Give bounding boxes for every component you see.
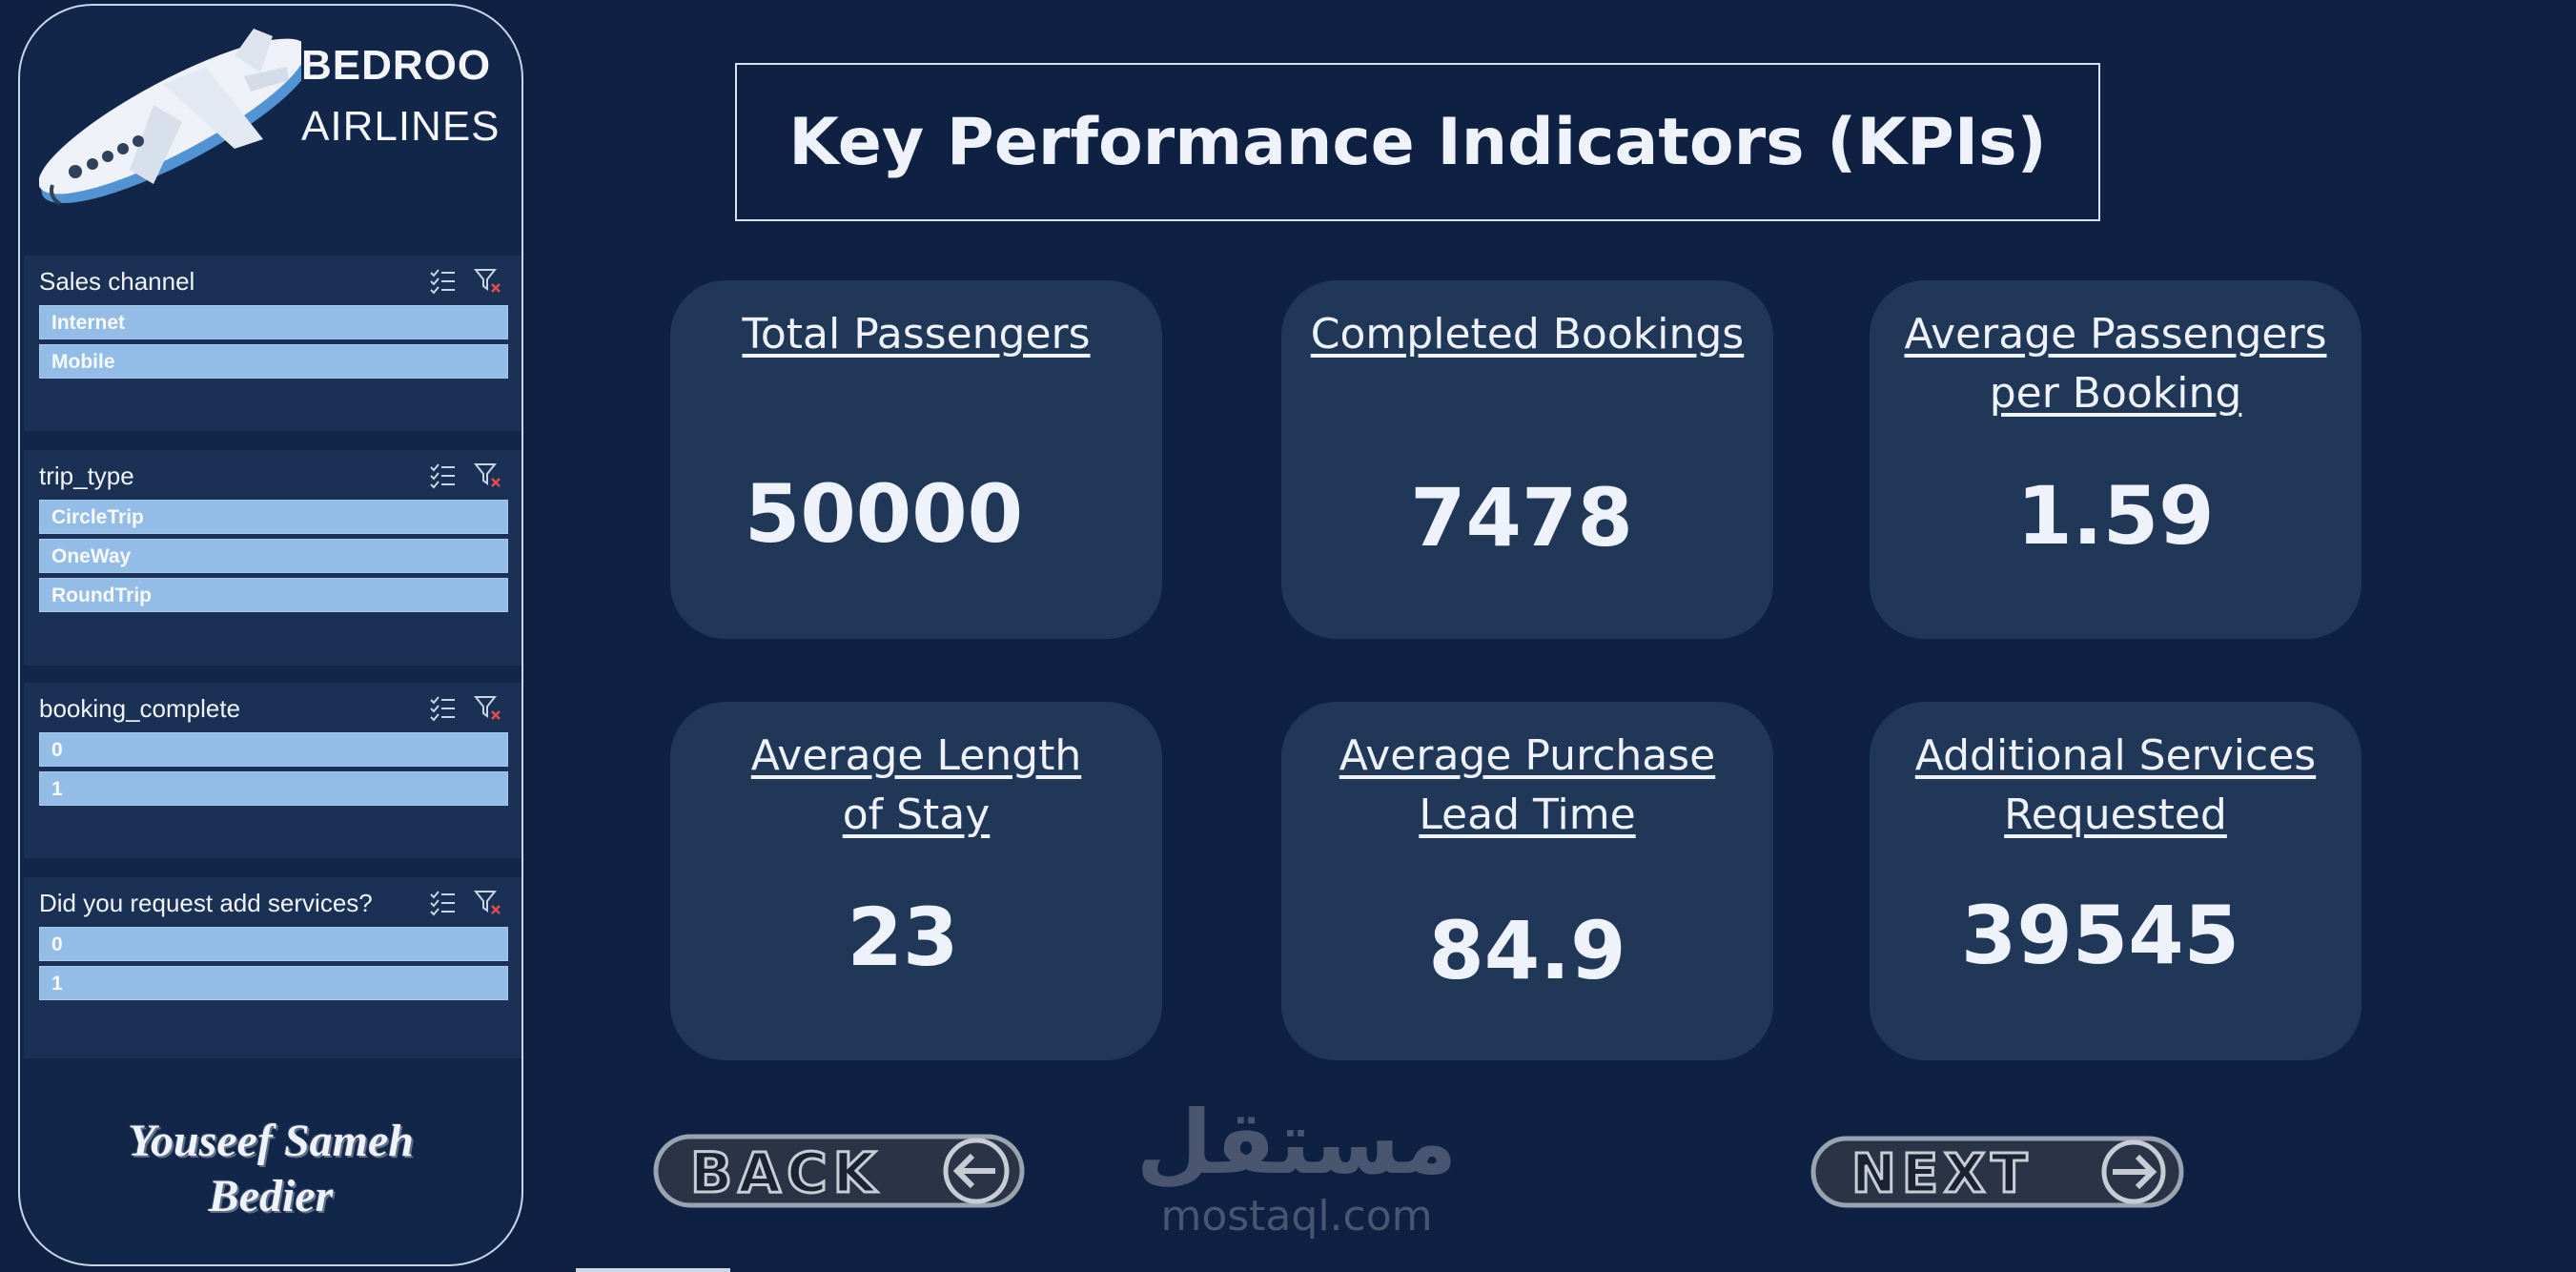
kpi-card-avg-passengers-per-booking: Average Passengers per Booking 1.59 (1870, 280, 2361, 639)
kpi-card-total-passengers: Total Passengers 50000 (670, 280, 1162, 639)
mostaql-watermark: مستقل mostaql.com (1125, 1092, 1468, 1247)
kpi-label: Average Purchase Lead Time (1281, 727, 1773, 845)
slicer-add-services: Did you request add services? 0 1 (24, 877, 521, 1058)
brand-line-1: BEDROO (301, 42, 492, 89)
kpi-label-line-1: Completed Bookings (1310, 310, 1745, 359)
back-button-label: BACK (690, 1140, 882, 1205)
watermark-url: mostaql.com (1160, 1192, 1433, 1241)
multi-select-icon[interactable] (428, 694, 457, 723)
sidebar: BEDROO AIRLINES Sales channel Internet M… (18, 4, 523, 1266)
kpi-label-line-1: Total Passengers (742, 310, 1091, 359)
airplane-icon (39, 29, 301, 206)
kpi-value: 7478 (1410, 471, 1633, 564)
kpi-label: Average Passengers per Booking (1870, 305, 2361, 423)
slicer-title: Sales channel (39, 267, 195, 296)
kpi-label: Additional Services Requested (1870, 727, 2361, 845)
slicer-item-internet[interactable]: Internet (39, 305, 508, 339)
sheet-scrollbar-indicator[interactable] (576, 1268, 730, 1272)
brand-line-2: AIRLINES (301, 103, 501, 150)
clear-filter-icon[interactable] (474, 267, 502, 296)
kpi-label-line-2: of Stay (842, 790, 991, 839)
kpi-value: 23 (847, 891, 959, 984)
kpi-label-line-1: Additional Services (1914, 731, 2317, 780)
kpi-label: Average Length of Stay (670, 727, 1162, 845)
slicer-item-1[interactable]: 1 (39, 771, 508, 806)
slicer-sales-channel: Sales channel Internet Mobile (24, 256, 521, 431)
kpi-value: 1.59 (2016, 469, 2215, 563)
slicer-item-0[interactable]: 0 (39, 732, 508, 767)
clear-filter-icon[interactable] (474, 462, 502, 490)
kpi-label-line-1: Average Length (750, 731, 1082, 780)
multi-select-icon[interactable] (428, 462, 457, 490)
multi-select-icon[interactable] (428, 267, 457, 296)
kpi-label-line-2: per Booking (1989, 369, 2242, 418)
slicer-booking-complete: booking_complete 0 1 (24, 683, 521, 858)
multi-select-icon[interactable] (428, 889, 457, 917)
next-button-label: NEXT (1851, 1143, 2034, 1205)
slicer-item-1[interactable]: 1 (39, 966, 508, 1000)
kpi-label: Completed Bookings (1281, 305, 1773, 364)
page-title-box: Key Performance Indicators (KPIs) (735, 63, 2100, 221)
clear-filter-icon[interactable] (474, 889, 502, 917)
kpi-card-avg-length-of-stay: Average Length of Stay 23 (670, 702, 1162, 1060)
kpi-value: 84.9 (1428, 904, 1626, 997)
slicer-trip-type: trip_type CircleTrip OneWay RoundTrip (24, 450, 521, 666)
slicer-title: booking_complete (39, 694, 241, 723)
kpi-card-additional-services: Additional Services Requested 39545 (1870, 702, 2361, 1060)
slicer-item-circletrip[interactable]: CircleTrip (39, 500, 508, 534)
watermark-arabic: مستقل (1136, 1095, 1457, 1190)
kpi-label: Total Passengers (670, 305, 1162, 364)
next-button[interactable]: NEXT (1809, 1131, 2187, 1215)
slicer-title: trip_type (39, 462, 134, 490)
slicer-item-oneway[interactable]: OneWay (39, 539, 508, 573)
mostaql-logo-icon: مستقل (1136, 1092, 1457, 1194)
kpi-label-line-1: Average Purchase (1339, 731, 1716, 780)
slicer-item-roundtrip[interactable]: RoundTrip (39, 578, 508, 612)
author-line-2: Bedier (208, 1171, 334, 1221)
slicer-title: Did you request add services? (39, 889, 373, 917)
kpi-label-line-2: Lead Time (1419, 790, 1636, 839)
slicer-item-mobile[interactable]: Mobile (39, 344, 508, 379)
kpi-value: 50000 (744, 467, 1024, 561)
kpi-label-line-1: Average Passengers (1904, 310, 2327, 359)
author-line-1: Youseef Sameh (128, 1116, 414, 1166)
clear-filter-icon[interactable] (474, 694, 502, 723)
kpi-card-completed-bookings: Completed Bookings 7478 (1281, 280, 1773, 639)
kpi-value: 39545 (1960, 889, 2240, 982)
slicer-item-0[interactable]: 0 (39, 927, 508, 961)
author-name: Youseef Sameh Bedier (20, 1114, 521, 1224)
kpi-label-line-2: Requested (2004, 790, 2227, 839)
page-title: Key Performance Indicators (KPIs) (788, 104, 2047, 180)
back-button[interactable]: BACK (652, 1129, 1028, 1215)
kpi-card-avg-purchase-lead-time: Average Purchase Lead Time 84.9 (1281, 702, 1773, 1060)
